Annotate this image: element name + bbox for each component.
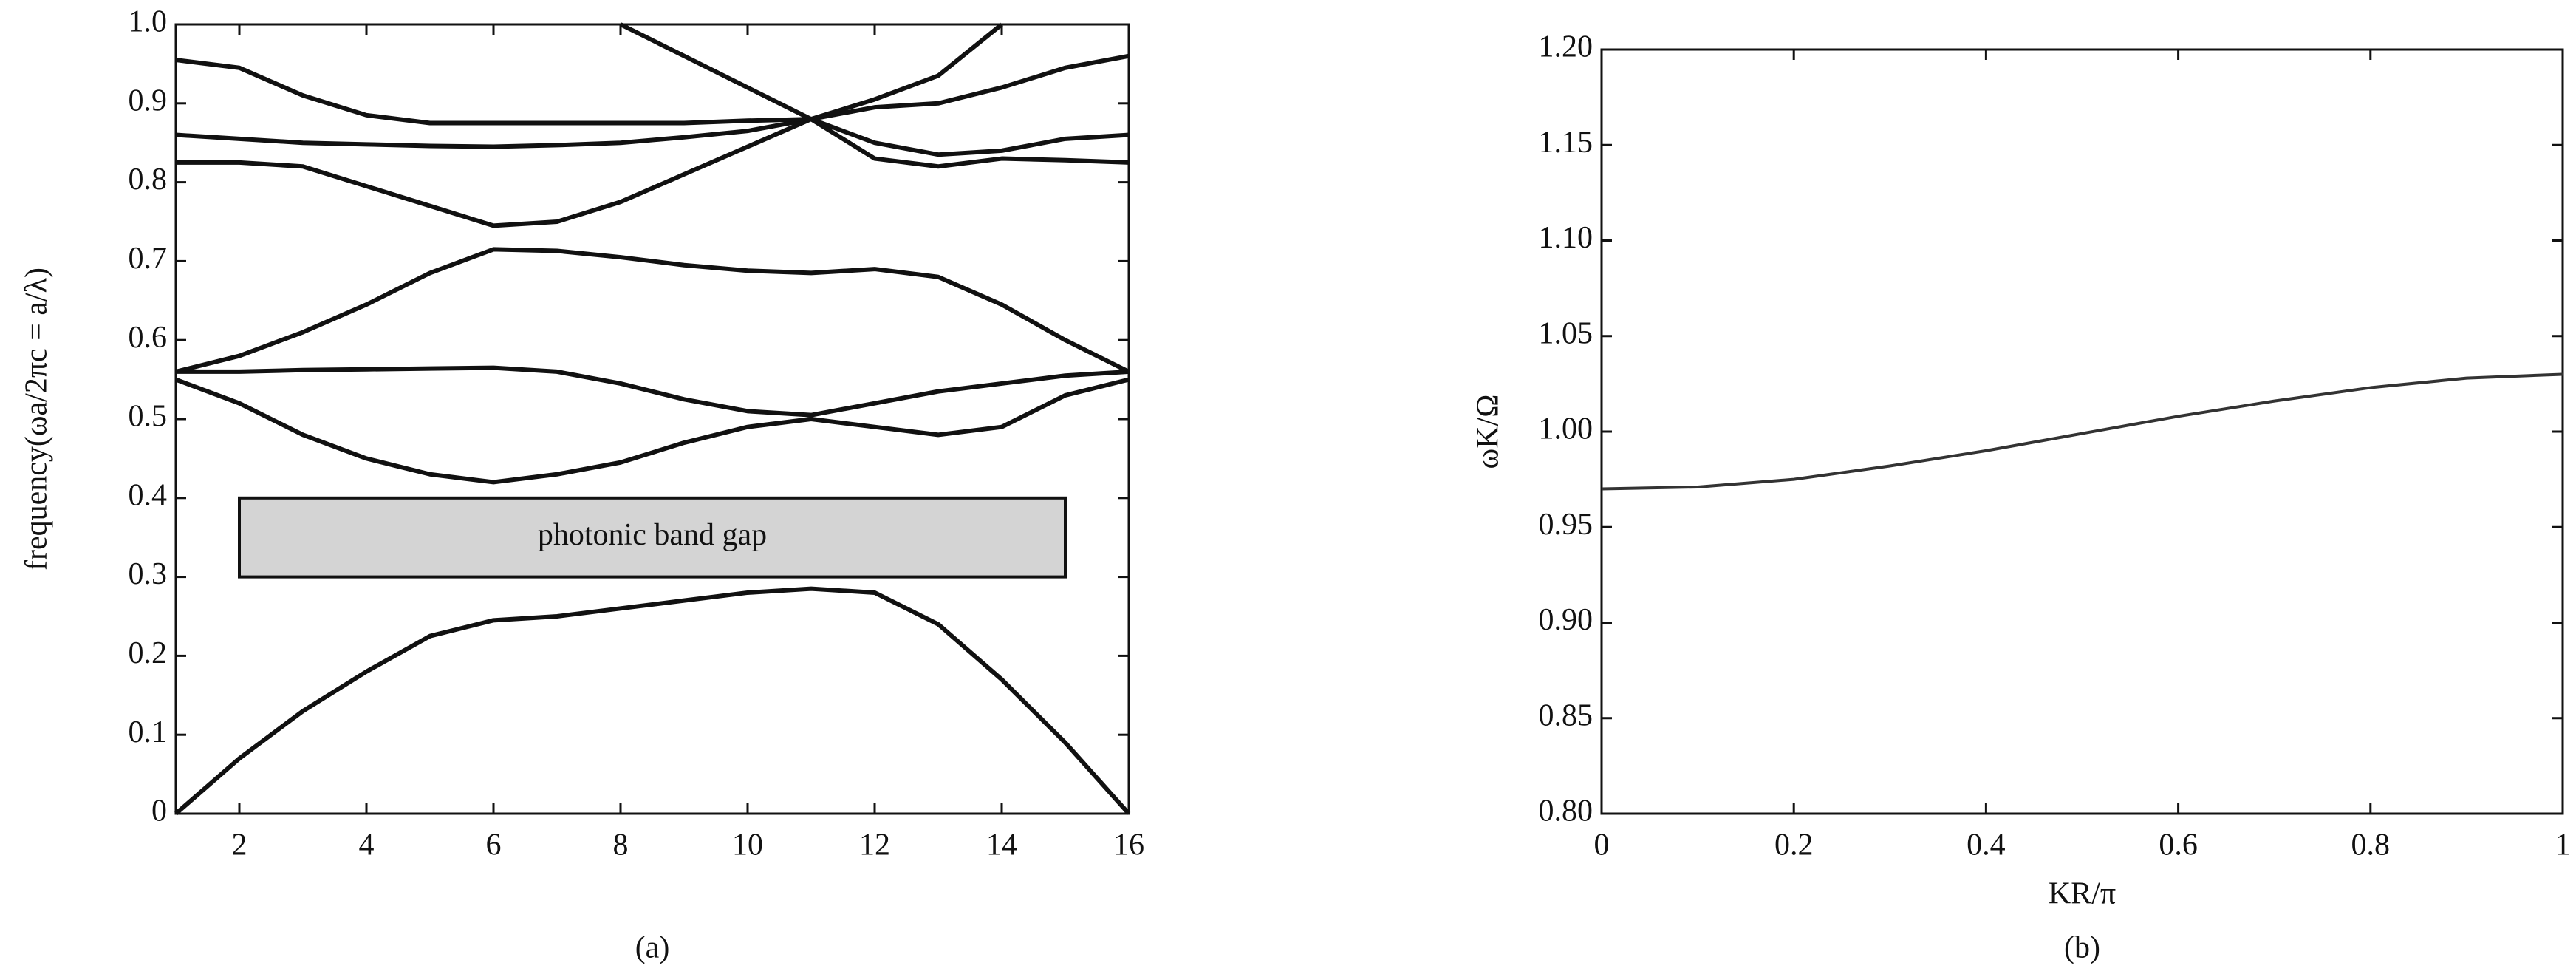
x-tick-label: 0.6 [2159,828,2198,862]
band-line [174,377,1130,485]
band-line [174,586,1131,816]
y-tick-label: 1.20 [1539,30,1593,64]
y-tick-label: 0.80 [1539,794,1593,828]
caption: (a) [635,931,670,965]
y-tick-label: 0.1 [129,715,168,749]
y-tick-label: 0.8 [129,163,168,197]
y-tick-label: 0.9 [129,84,168,118]
y-tick-label: 0.90 [1539,603,1593,637]
band-line [176,22,1003,228]
x-tick-label: 0.8 [2351,828,2391,862]
y-tick-label: 0 [151,794,167,828]
x-tick-label: 8 [613,828,629,862]
y-tick-label: 0.2 [129,636,168,670]
x-tick-label: 0.4 [1967,828,2006,862]
x-tick-label: 4 [359,828,375,862]
x-tick-label: 1 [2555,828,2571,862]
y-tick-label: 0.95 [1539,508,1593,542]
y-tick-label: 1.0 [129,5,168,39]
x-tick-label: 16 [1113,828,1144,862]
band-line [619,22,1130,169]
x-tick-label: 14 [986,828,1017,862]
band-gap [238,496,1067,579]
band-line [176,365,1130,418]
y-tick-label: 0.6 [129,321,168,355]
x-tick-label: 0 [1594,828,1610,862]
x-tick-label: 6 [486,828,502,862]
caption: (b) [2064,931,2100,965]
plot-frame [1600,48,2564,815]
band-line [1601,372,2563,491]
y-tick-label: 0.3 [129,557,168,591]
band-line [175,117,1130,157]
y-tick-label: 0.7 [129,242,168,276]
y-tick-label: 1.10 [1539,221,1593,255]
x-tick-label: 10 [732,828,763,862]
y-tick-label: 0.5 [129,400,168,434]
y-tick-label: 1.15 [1539,126,1593,160]
y-axis-label: frequency(ωa/2πc = a/λ) [20,268,54,571]
y-tick-label: 0.4 [129,478,168,512]
x-tick-label: 0.2 [1774,828,1814,862]
x-tick-label: 2 [232,828,247,862]
x-axis-label: KR/π [2049,877,2116,911]
band-line [175,247,1130,374]
y-tick-label: 0.85 [1539,698,1593,732]
band-gap-label: photonic band gap [538,518,767,552]
x-tick-label: 12 [859,828,890,862]
band-line [175,53,1130,126]
y-tick-label: 1.00 [1539,412,1593,446]
y-tick-label: 1.05 [1539,316,1593,350]
y-axis-label: ωK/Ω [1472,395,1506,469]
